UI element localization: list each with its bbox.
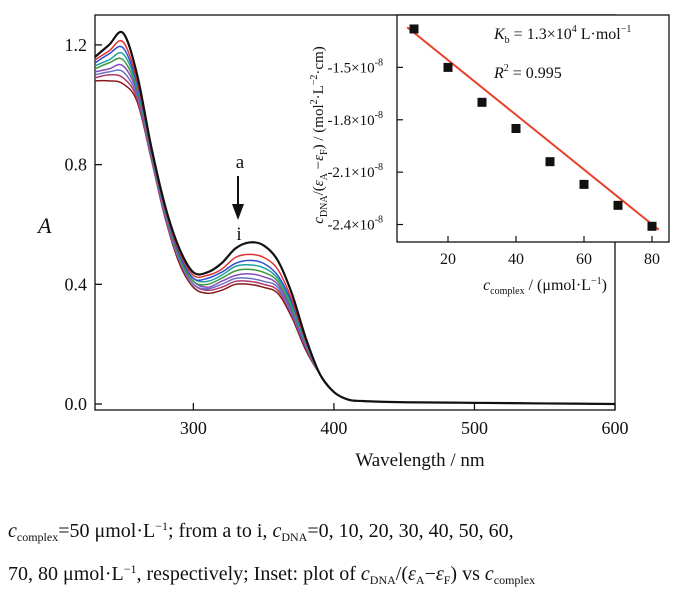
inset-ytick-label: -2.1×10-8 xyxy=(327,162,383,181)
inset-xtick-label: 40 xyxy=(508,251,524,268)
inset-xtick-label: 80 xyxy=(644,251,660,268)
figure-caption: ccomplex=50 μmol·L−1; from a to i, cDNA=… xyxy=(8,510,698,596)
inset-xtick-label: 60 xyxy=(576,251,592,268)
inset-point-7 xyxy=(647,221,657,231)
kb-annotation: Kb = 1.3×104 L·mol−1 xyxy=(493,24,631,46)
caption-line-2: 70, 80 μmol·L−1, respectively; Inset: pl… xyxy=(8,562,536,587)
main-ylabel: A xyxy=(36,213,52,238)
uv-vis-figure: 300 400 500 600 0.0 0.4 0.8 1.2 A Wavelength / … xyxy=(36,14,670,471)
r2-annotation: R2 = 0.995 xyxy=(493,63,562,82)
inset-axis-ticks: 20 40 60 80 -1.5×10-8 -1.8×10-8 -2.1×10-8 -2.4×… xyxy=(327,57,660,268)
inset-fit-line xyxy=(406,26,660,231)
arrow-label-i: i xyxy=(236,224,241,245)
main-xtick-label: 600 xyxy=(602,418,629,438)
inset-point-3 xyxy=(511,124,521,133)
main-ytick-label: 0.8 xyxy=(65,155,88,175)
main-axis-ticks: 300 400 500 600 0.0 0.4 0.8 1.2 xyxy=(65,35,629,438)
inset-point-4 xyxy=(545,157,555,167)
inset-ytick-label: -2.4×10-8 xyxy=(327,215,383,234)
inset-scatter xyxy=(406,24,660,231)
caption-line-1: ccomplex=50 μmol·L−1; from a to i, cDNA=… xyxy=(8,519,514,544)
inset-point-0 xyxy=(409,24,419,34)
main-ytick-label: 1.2 xyxy=(65,35,88,55)
main-ytick-label: 0.4 xyxy=(65,274,88,294)
inset-point-6 xyxy=(613,200,623,210)
main-xtick-label: 500 xyxy=(461,418,488,438)
inset-point-2 xyxy=(477,97,487,107)
main-xtick-label: 400 xyxy=(320,418,347,438)
inset-point-5 xyxy=(579,179,589,189)
main-xtick-label: 300 xyxy=(180,418,207,438)
inset-xlabel: ccomplex / (μmol·L−1) xyxy=(483,276,607,297)
inset-xtick-label: 20 xyxy=(440,251,456,268)
inset-ylabel: cDNA/(εA −εF) / (mol2·L−2·cm) xyxy=(309,46,330,224)
main-ytick-label: 0.0 xyxy=(65,394,88,414)
main-spectra xyxy=(94,30,616,406)
arrow-label-a: a xyxy=(236,152,245,173)
main-xlabel: Wavelength / nm xyxy=(355,450,485,471)
arrow-head xyxy=(232,204,244,220)
inset-ytick-label: -1.5×10-8 xyxy=(327,57,383,76)
inset-ytick-label: -1.8×10-8 xyxy=(327,110,383,129)
spectrum-line-0 xyxy=(94,30,616,406)
inset-point-1 xyxy=(443,62,453,72)
